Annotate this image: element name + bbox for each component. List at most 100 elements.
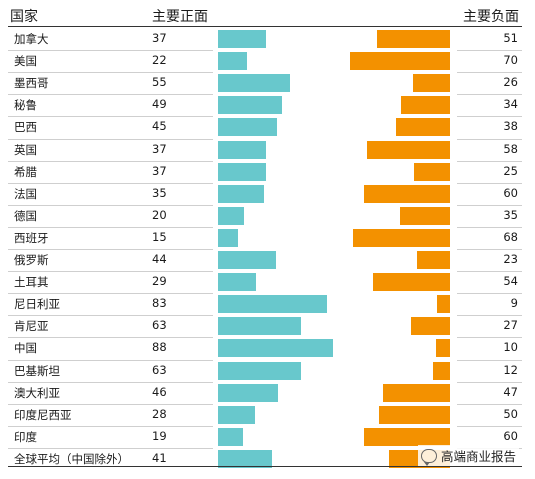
negative-value-label: 68 — [503, 229, 518, 244]
row-divider-right — [457, 359, 522, 361]
negative-bar — [435, 339, 450, 358]
positive-value-label: 41 — [152, 450, 167, 465]
negative-value-label: 27 — [503, 318, 518, 333]
negative-bar — [377, 30, 450, 48]
watermark-text: 高端商业报告 — [440, 449, 516, 464]
positive-bar — [218, 162, 267, 181]
row-divider — [8, 182, 213, 184]
positive-value-label: 37 — [152, 163, 167, 178]
negative-value-label: 26 — [503, 75, 518, 90]
row-divider — [8, 50, 213, 52]
positive-bar — [218, 273, 256, 292]
negative-value-label: 25 — [503, 163, 518, 178]
negative-bar — [395, 118, 450, 137]
negative-bar — [417, 251, 450, 269]
country-label: 加拿大 — [14, 32, 49, 46]
row-divider — [8, 425, 213, 427]
positive-value-label: 83 — [152, 296, 167, 311]
negative-bar — [414, 162, 450, 181]
row-divider-right — [457, 293, 522, 295]
positive-bar — [218, 427, 243, 446]
positive-value-label: 63 — [152, 362, 167, 377]
country-label: 德国 — [14, 208, 37, 223]
row-divider-right — [457, 72, 522, 74]
country-label: 俄罗斯 — [14, 253, 49, 267]
country-label: 印度 — [14, 429, 37, 444]
positive-bar — [218, 96, 283, 115]
negative-bar — [432, 361, 450, 380]
country-label: 中国 — [14, 341, 37, 356]
row-divider-right — [457, 182, 522, 184]
positive-value-label: 22 — [152, 53, 167, 68]
positive-value-label: 88 — [152, 340, 167, 355]
row-divider — [8, 359, 213, 361]
positive-value-label: 28 — [152, 406, 167, 421]
negative-bar — [399, 206, 450, 225]
positive-value-label: 45 — [152, 119, 167, 134]
row-divider — [8, 138, 213, 140]
positive-bar — [218, 140, 267, 159]
country-label: 秘鲁 — [14, 98, 37, 113]
country-label: 尼日利亚 — [14, 297, 60, 312]
negative-bar — [411, 317, 450, 336]
negative-value-label: 50 — [503, 406, 518, 421]
negative-value-label: 70 — [503, 53, 518, 68]
negative-bar — [372, 273, 450, 292]
positive-bar — [218, 206, 245, 225]
positive-value-label: 37 — [152, 31, 167, 45]
negative-bar — [401, 96, 450, 115]
negative-value-label: 34 — [503, 97, 518, 112]
negative-value-label: 54 — [503, 274, 518, 289]
country-label: 英国 — [14, 142, 37, 157]
negative-value-label: 58 — [503, 141, 518, 156]
positive-bar — [218, 30, 267, 48]
country-label: 土耳其 — [14, 275, 49, 290]
header-negative: 主要负面 — [463, 9, 519, 25]
header-country: 国家 — [10, 9, 38, 25]
positive-value-label: 20 — [152, 207, 167, 222]
row-divider-right — [457, 337, 522, 339]
row-divider — [8, 271, 213, 273]
negative-bar — [382, 383, 450, 402]
positive-value-label: 55 — [152, 75, 167, 90]
positive-bar — [218, 405, 255, 424]
negative-bar — [367, 140, 450, 159]
positive-bar — [218, 74, 291, 93]
positive-bar — [218, 118, 277, 137]
negative-value-label: 35 — [503, 207, 518, 222]
header-positive: 主要正面 — [152, 9, 208, 25]
wechat-icon — [420, 448, 437, 466]
positive-bar — [218, 295, 327, 314]
row-divider-right — [457, 315, 522, 317]
country-label: 墨西哥 — [14, 76, 49, 91]
positive-value-label: 35 — [152, 185, 167, 200]
row-divider — [8, 116, 213, 118]
row-divider-right — [457, 403, 522, 405]
country-label: 全球平均（中国除外） — [14, 451, 129, 466]
positive-value-label: 29 — [152, 274, 167, 289]
negative-bar — [352, 228, 450, 247]
positive-bar — [218, 228, 238, 247]
negative-value-label: 38 — [503, 119, 518, 134]
positive-bar — [218, 184, 264, 203]
positive-value-label: 46 — [152, 384, 167, 399]
country-label: 西班牙 — [14, 230, 49, 245]
row-divider — [8, 94, 213, 96]
negative-value-label: 60 — [503, 185, 518, 200]
row-divider — [8, 337, 213, 339]
positive-bar — [218, 339, 334, 358]
positive-value-label: 19 — [152, 428, 167, 443]
negative-value-label: 51 — [503, 31, 518, 45]
positive-value-label: 15 — [152, 229, 167, 244]
row-divider — [8, 403, 213, 405]
row-divider — [8, 160, 213, 162]
positive-bar — [218, 449, 272, 468]
row-divider-right — [457, 226, 522, 228]
country-label: 印度尼西亚 — [14, 407, 72, 422]
negative-value-label: 12 — [503, 362, 518, 377]
negative-bar — [349, 52, 450, 71]
row-divider — [8, 204, 213, 206]
positive-bar — [218, 317, 301, 336]
country-label: 法国 — [14, 186, 37, 201]
country-label: 澳大利亚 — [14, 385, 60, 400]
